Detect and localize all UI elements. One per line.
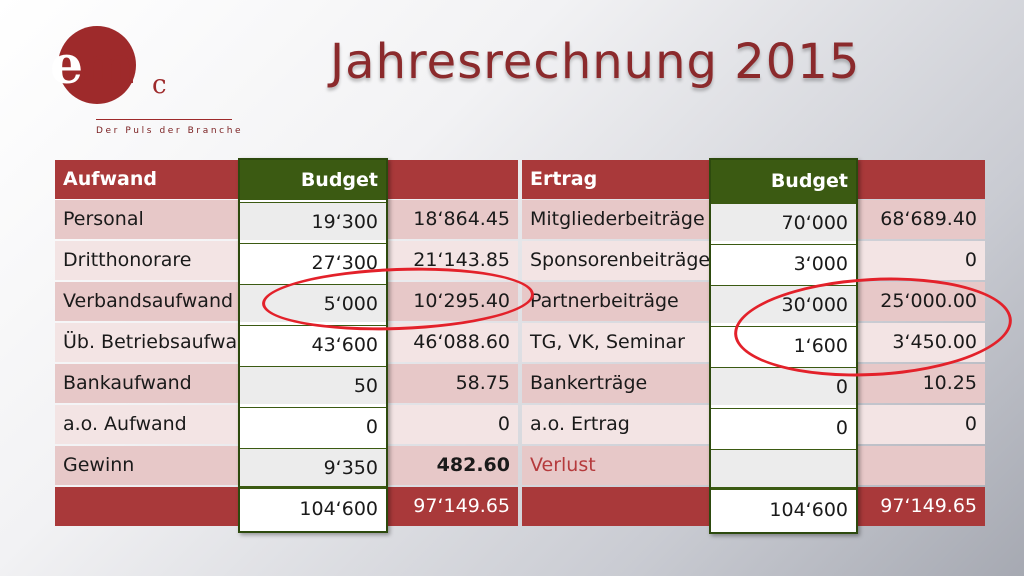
aufwand-label: Bankaufwand — [55, 364, 240, 403]
budget-total-divider — [711, 487, 856, 490]
aufwand-label: Gewinn — [55, 446, 240, 485]
budget-value: 1‘600 — [711, 326, 856, 364]
ertrag-actual — [853, 446, 985, 485]
aufwand-actual: 58.75 — [384, 364, 518, 403]
budget-value: 70‘000 — [711, 203, 856, 241]
ertrag-label: Partnerbeiträge — [522, 282, 710, 321]
budget-value — [711, 449, 856, 487]
logo-suffix: c — [152, 70, 167, 100]
total-spacer — [522, 487, 710, 526]
budget-column-ertrag: Budget 70‘000 3‘000 30‘000 1‘600 0 0 104‘600 — [709, 158, 858, 534]
aufwand-label: Personal — [55, 200, 240, 239]
aufwand-actual: 10‘295.40 — [384, 282, 518, 321]
company-logo: em c Der Puls der Branche — [50, 22, 244, 142]
budget-header: Budget — [711, 160, 856, 203]
header-ertrag: Ertrag — [522, 160, 710, 199]
ertrag-actual: 25‘000.00 — [853, 282, 985, 321]
aufwand-label: Üb. Betriebsaufwand — [55, 323, 240, 362]
ertrag-label: Verlust — [522, 446, 710, 485]
header-aufwand: Aufwand — [55, 160, 240, 199]
ertrag-total: 97‘149.65 — [853, 487, 985, 526]
total-spacer — [55, 487, 240, 526]
aufwand-actual: 0 — [384, 405, 518, 444]
budget-value: 3‘000 — [711, 244, 856, 282]
header-spacer — [853, 160, 985, 199]
logo-mark: em — [50, 35, 134, 96]
aufwand-label: Dritthonorare — [55, 241, 240, 280]
budget-value: 50 — [240, 366, 386, 404]
budget-value: 19‘300 — [240, 202, 386, 240]
budget-value: 43‘600 — [240, 325, 386, 363]
ertrag-label: a.o. Ertrag — [522, 405, 710, 444]
ertrag-label: Bankerträge — [522, 364, 710, 403]
budget-total: 104‘600 — [769, 499, 848, 521]
aufwand-actual: 18‘864.45 — [384, 200, 518, 239]
ertrag-label: Mitgliederbeiträge — [522, 200, 710, 239]
aufwand-actual: 482.60 — [384, 446, 518, 485]
aufwand-label: Verbandsaufwand — [55, 282, 240, 321]
logo-divider — [96, 119, 232, 120]
aufwand-actual: 21‘143.85 — [384, 241, 518, 280]
ertrag-actual: 0 — [853, 241, 985, 280]
budget-value: 5‘000 — [240, 284, 386, 322]
budget-value: 0 — [240, 407, 386, 445]
budget-total-divider — [240, 486, 386, 489]
budget-value: 0 — [711, 408, 856, 446]
header-spacer — [384, 160, 518, 199]
aufwand-total: 97‘149.65 — [384, 487, 518, 526]
budget-column-aufwand: Budget 19‘300 27‘300 5‘000 43‘600 50 0 9‘350 104… — [238, 158, 388, 533]
ertrag-label: TG, VK, Seminar — [522, 323, 710, 362]
ertrag-actual: 0 — [853, 405, 985, 444]
budget-value: 9‘350 — [240, 448, 386, 486]
ertrag-actual: 68‘689.40 — [853, 200, 985, 239]
budget-value: 27‘300 — [240, 243, 386, 281]
ertrag-actual: 10.25 — [853, 364, 985, 403]
ertrag-actual: 3‘450.00 — [853, 323, 985, 362]
budget-value: 30‘000 — [711, 285, 856, 323]
aufwand-label: a.o. Aufwand — [55, 405, 240, 444]
budget-total: 104‘600 — [299, 498, 378, 520]
logo-tagline: Der Puls der Branche — [96, 126, 244, 136]
ertrag-label: Sponsorenbeiträge — [522, 241, 710, 280]
budget-header: Budget — [240, 160, 386, 200]
logo-circle — [58, 26, 136, 104]
budget-value: 0 — [711, 367, 856, 405]
slide-title: Jahresrechnung 2015 — [330, 34, 861, 90]
aufwand-actual: 46‘088.60 — [384, 323, 518, 362]
